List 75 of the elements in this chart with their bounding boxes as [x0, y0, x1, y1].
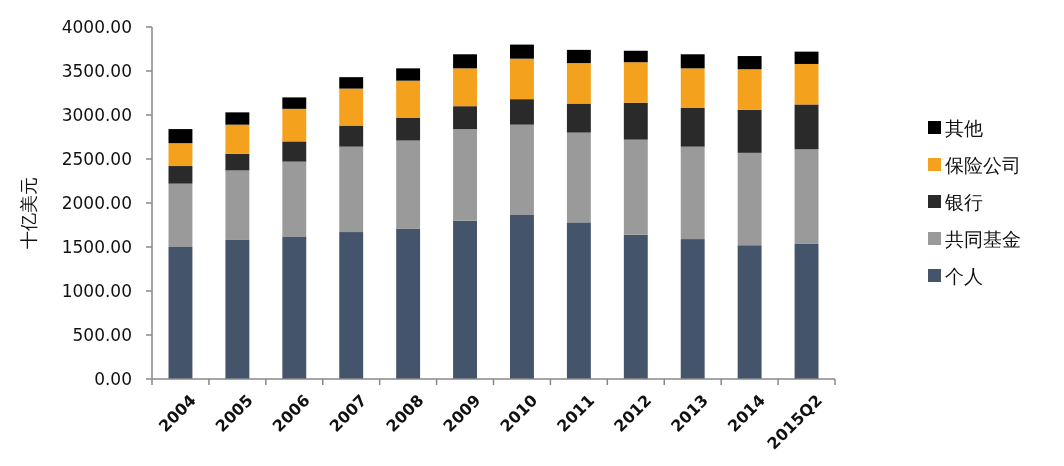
legend-label: 共同基金	[945, 228, 1021, 250]
bar	[794, 104, 819, 150]
bar	[453, 54, 477, 69]
bar	[453, 106, 477, 130]
bar	[623, 102, 648, 140]
bar	[282, 108, 307, 142]
bar	[623, 62, 648, 103]
bar	[566, 49, 591, 64]
bar	[225, 124, 250, 154]
bar	[566, 132, 591, 223]
bar	[339, 232, 364, 379]
legend-label: 保险公司	[945, 154, 1021, 176]
y-tick-label: 3000.00	[61, 105, 132, 125]
bar	[680, 68, 705, 108]
bar	[339, 88, 364, 126]
bar	[566, 222, 591, 379]
bar	[168, 129, 193, 144]
bar	[794, 51, 819, 64]
bar	[225, 153, 250, 171]
bar	[168, 143, 193, 167]
y-tick-label: 500.00	[72, 325, 132, 345]
bar	[680, 107, 705, 147]
y-tick-label: 4000.00	[61, 17, 132, 37]
bar	[794, 149, 819, 244]
bar	[510, 58, 534, 100]
bar	[510, 124, 534, 215]
bar	[737, 56, 762, 70]
bar	[396, 117, 421, 141]
bar	[566, 63, 591, 104]
y-tick-label: 1500.00	[61, 237, 132, 257]
bar	[168, 166, 193, 184]
legend-label: 个人	[945, 265, 983, 287]
bar	[737, 109, 762, 153]
bar	[225, 112, 250, 125]
legend-label: 银行	[944, 191, 983, 213]
y-tick-label: 0.00	[94, 369, 132, 389]
bar	[737, 245, 762, 379]
bar	[737, 152, 762, 246]
y-tick-label: 3500.00	[61, 61, 132, 81]
bar	[680, 239, 705, 379]
bar	[168, 247, 193, 379]
bar	[566, 103, 591, 133]
bar	[680, 54, 705, 69]
bar	[794, 63, 819, 105]
y-axis-title: 十亿美元	[17, 177, 39, 249]
bar	[680, 146, 705, 240]
y-tick-label: 1000.00	[61, 281, 132, 301]
y-tick-label: 2000.00	[61, 193, 132, 213]
bar	[623, 234, 648, 379]
bar	[168, 183, 193, 247]
bar	[282, 236, 307, 379]
bar	[510, 44, 534, 59]
bar	[396, 80, 421, 118]
bar	[737, 69, 762, 110]
legend-label: 其他	[945, 117, 983, 139]
bar	[339, 77, 364, 89]
bar	[794, 243, 819, 379]
bar	[396, 68, 421, 81]
bar	[510, 214, 534, 379]
bar	[339, 146, 364, 233]
bar	[396, 140, 421, 229]
bar	[623, 50, 648, 63]
bar	[623, 139, 648, 235]
bar	[453, 220, 477, 379]
bar	[510, 99, 534, 125]
bar	[282, 97, 307, 109]
bar	[225, 170, 250, 240]
bar	[396, 228, 421, 379]
bar	[282, 141, 307, 162]
bar	[282, 161, 307, 237]
bar	[453, 68, 477, 107]
y-tick-label: 2500.00	[61, 149, 132, 169]
bar	[453, 129, 477, 221]
bar	[225, 239, 250, 379]
bar	[339, 125, 364, 147]
